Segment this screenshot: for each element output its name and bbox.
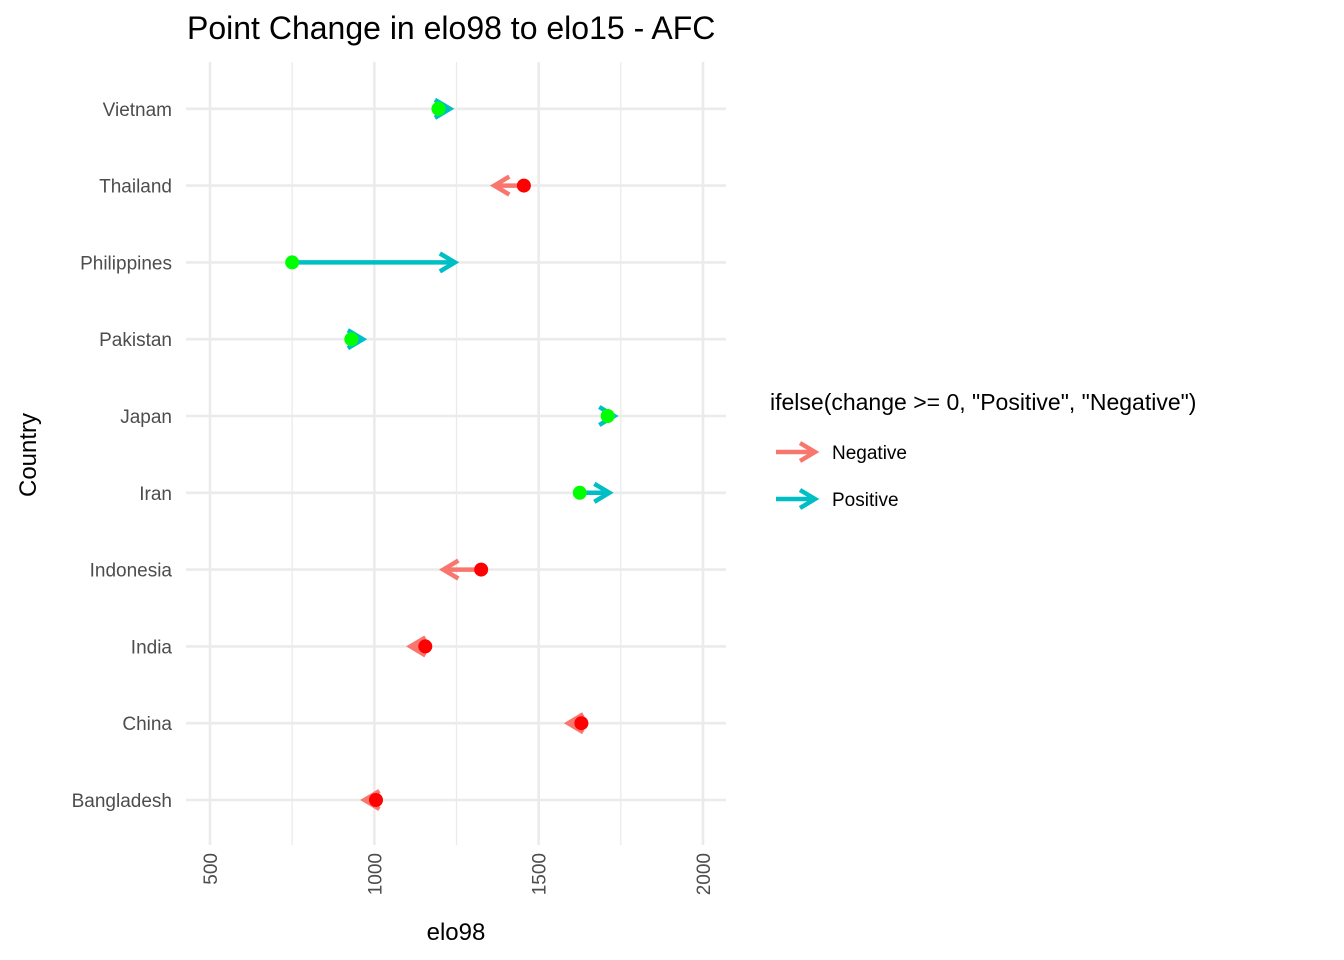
x-tick-labels: 500 1000 1500 2000: [201, 853, 715, 895]
point-thailand: [516, 178, 531, 193]
arrow-layer: [292, 97, 619, 811]
point-china: [574, 716, 589, 731]
point-vietnam: [431, 101, 446, 116]
point-japan: [600, 409, 615, 423]
y-axis-title: Country: [15, 413, 42, 497]
legend: ifelse(change >= 0, "Positive", "Negativ…: [770, 389, 1196, 511]
x-tick-label: 1500: [530, 853, 551, 895]
point-iran: [572, 485, 587, 500]
arrow-head: [593, 481, 614, 504]
point-india: [418, 639, 433, 654]
legend-label-negative: Negative: [832, 443, 907, 464]
arrow-head: [798, 488, 820, 510]
grid-layer: [186, 62, 726, 845]
point-philippines: [285, 255, 300, 270]
x-tick-label: 500: [201, 853, 222, 885]
legend-key-positive: [776, 488, 820, 510]
arrow-head: [406, 635, 427, 658]
y-tick-label: Philippines: [80, 253, 172, 274]
legend-title: ifelse(change >= 0, "Positive", "Negativ…: [770, 389, 1196, 415]
point-indonesia: [474, 562, 489, 577]
y-tick-label: Japan: [120, 407, 172, 428]
y-tick-label: Iran: [139, 484, 172, 505]
y-tick-labels: Bangladesh China India Indonesia Iran Japan Pa…: [72, 100, 173, 812]
y-tick-label: Vietnam: [103, 100, 172, 121]
y-tick-label: China: [122, 714, 172, 735]
arrow-philippines: [292, 251, 460, 274]
point-layer: [285, 101, 615, 807]
y-tick-label: India: [131, 637, 173, 658]
legend-key-negative: [776, 441, 820, 463]
arrow-head: [438, 251, 460, 274]
legend-entries: Negative Positive: [776, 441, 907, 511]
chart-title: Point Change in elo98 to elo15 - AFC: [187, 10, 715, 46]
point-bangladesh: [368, 793, 383, 807]
x-axis-title: elo98: [427, 919, 486, 946]
x-tick-label: 1000: [365, 853, 386, 895]
x-tick-label: 2000: [694, 853, 715, 895]
y-tick-label: Pakistan: [99, 330, 172, 351]
y-tick-label: Indonesia: [90, 561, 173, 582]
y-tick-label: Bangladesh: [72, 791, 172, 812]
arrow-head: [438, 558, 460, 581]
point-pakistan: [344, 332, 359, 347]
arrow-head: [798, 441, 820, 463]
y-tick-label: Thailand: [99, 177, 172, 198]
arrow-head: [489, 174, 511, 197]
legend-label-positive: Positive: [832, 490, 899, 511]
